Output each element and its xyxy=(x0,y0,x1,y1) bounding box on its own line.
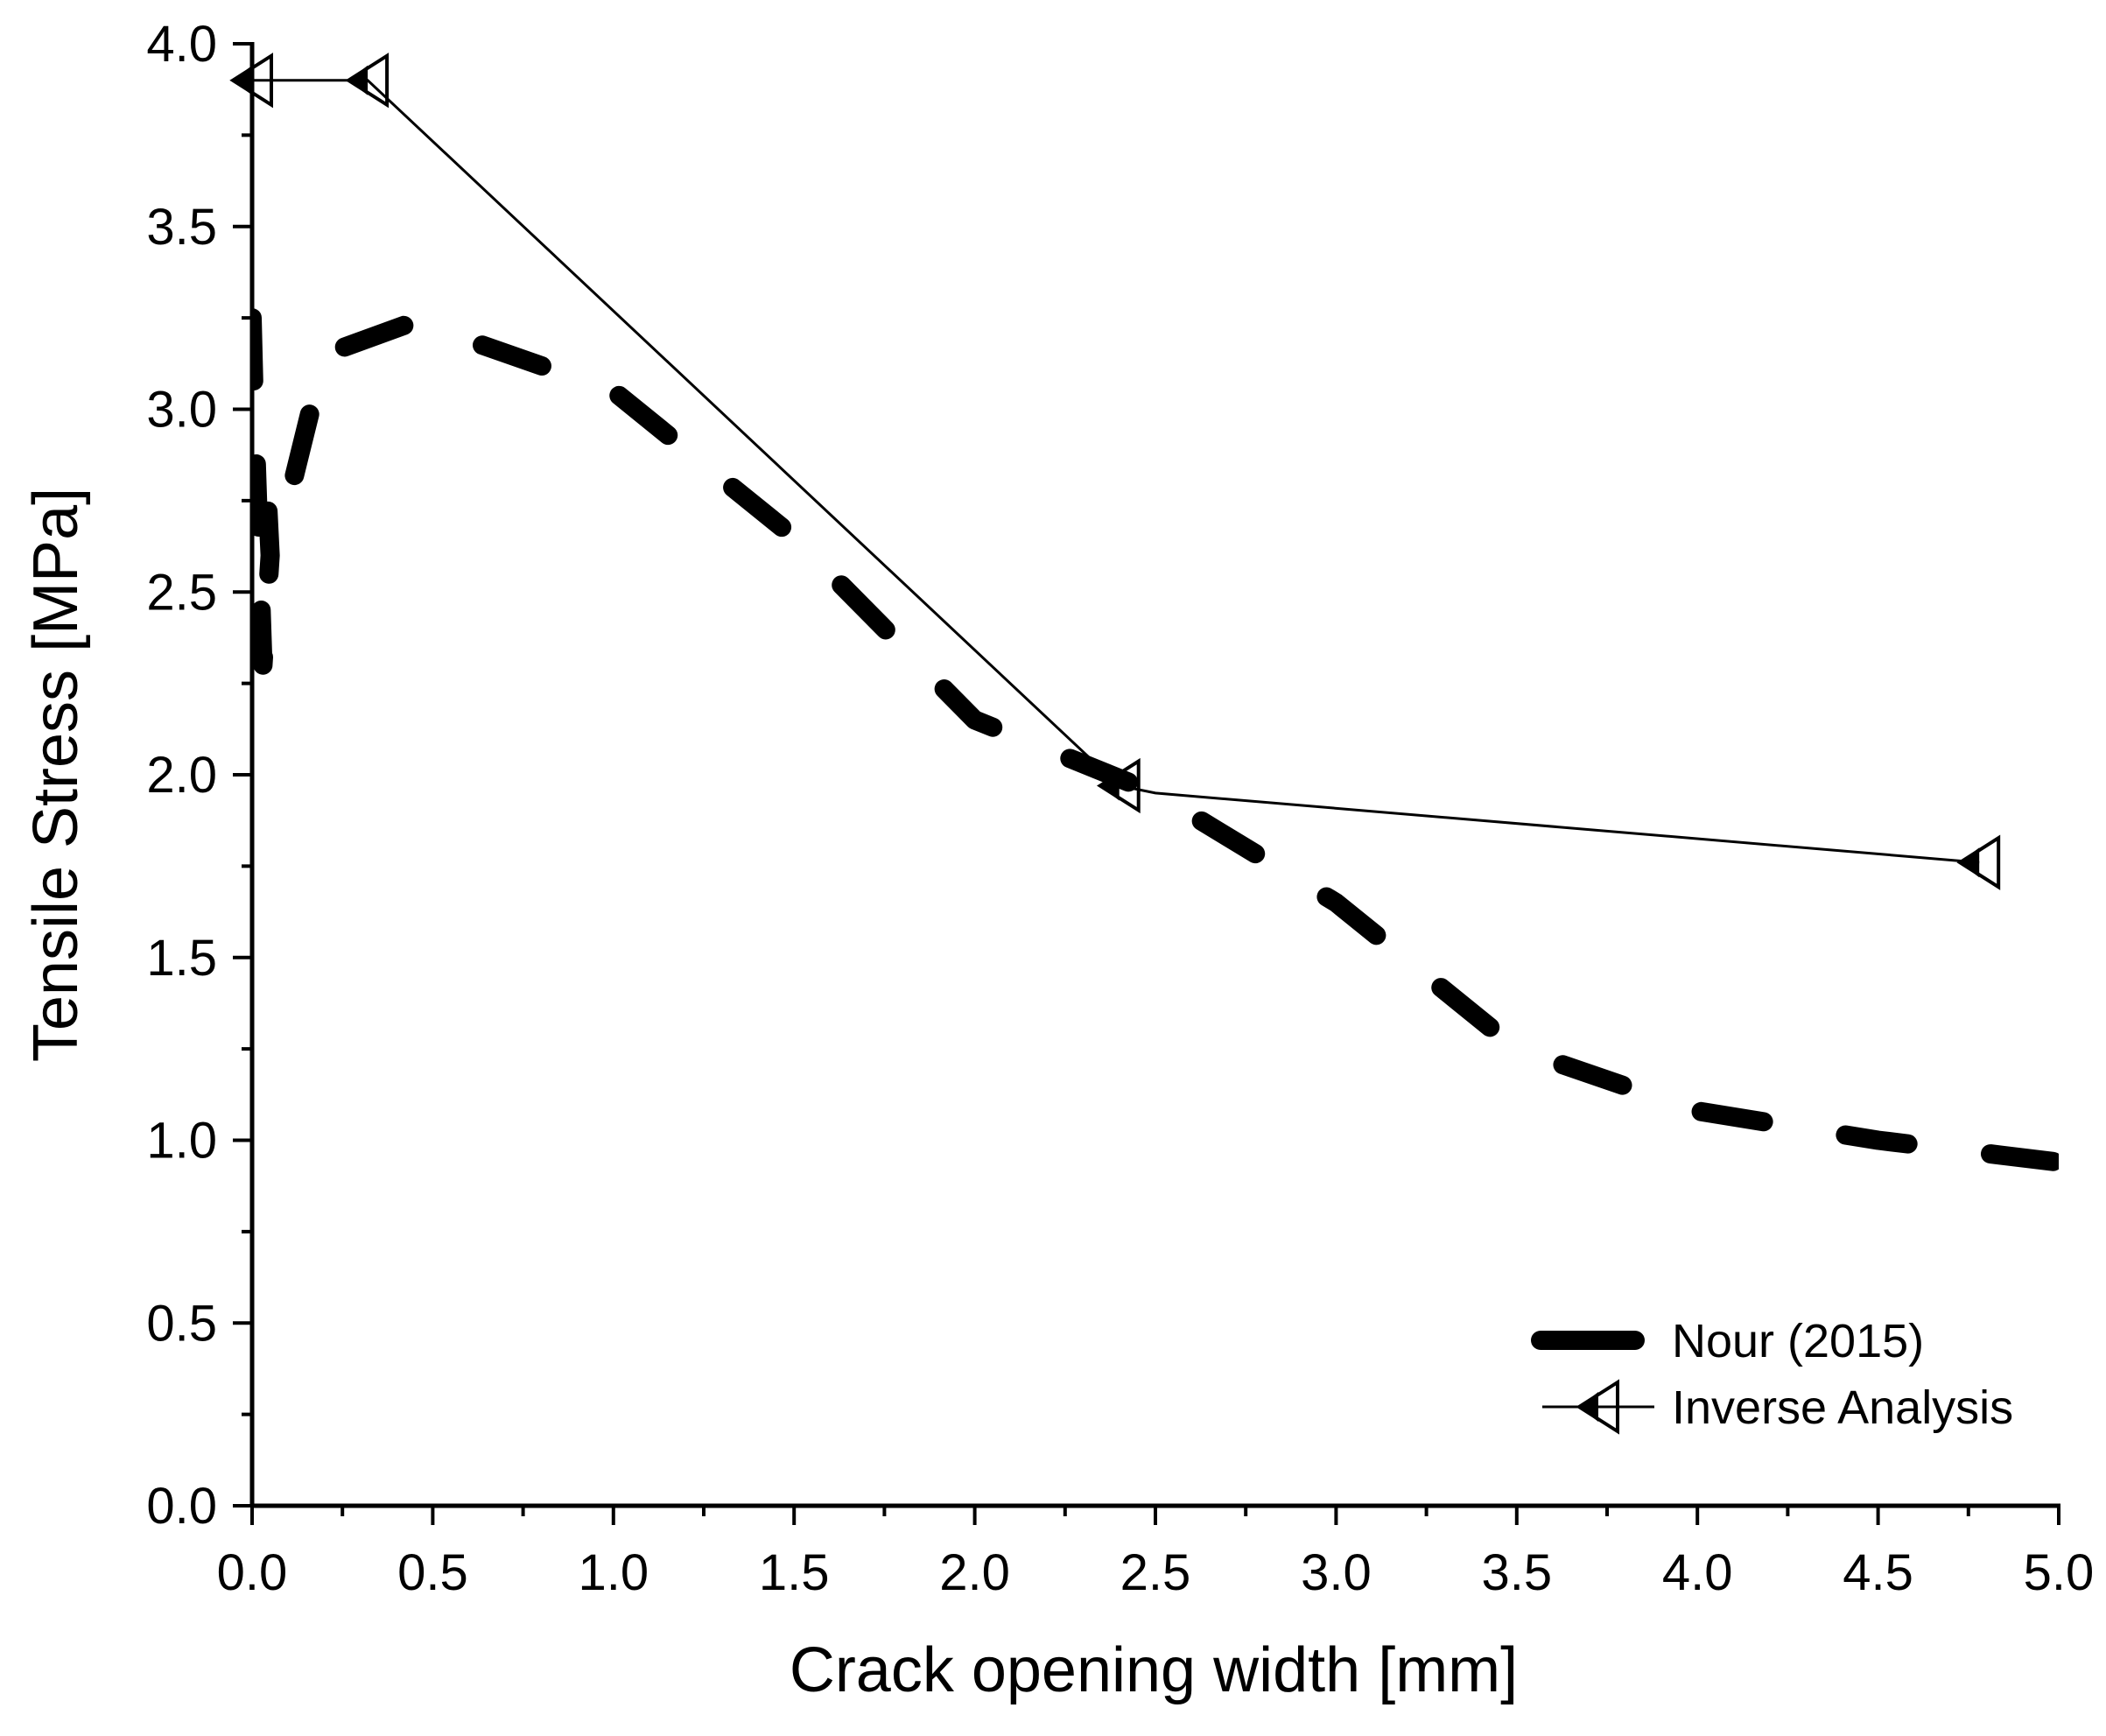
series-line-nour-2015 xyxy=(252,308,2059,1172)
marker-inverse-analysis xyxy=(229,53,273,109)
y-tick-label: 4.0 xyxy=(146,16,217,73)
x-tick-label: 1.5 xyxy=(759,1544,830,1601)
legend-marker-inverse-analysis xyxy=(1576,1379,1619,1435)
x-tick-label: 3.0 xyxy=(1301,1544,1372,1601)
y-tick-label: 0.0 xyxy=(146,1478,217,1535)
y-tick-label: 2.0 xyxy=(146,747,217,804)
x-tick-label: 2.0 xyxy=(939,1544,1010,1601)
legend: Nour (2015) Inverse Analysis xyxy=(1531,1315,2013,1435)
marker-inverse-analysis xyxy=(1096,757,1141,814)
marker-outline xyxy=(229,53,273,109)
series-line-inverse-analysis xyxy=(252,79,1980,864)
x-tick-label: 5.0 xyxy=(2024,1544,2095,1601)
y-tick-label: 2.5 xyxy=(146,564,217,621)
x-tick-label: 4.0 xyxy=(1662,1544,1733,1601)
axes xyxy=(249,42,2060,1508)
marker-outline xyxy=(345,53,390,109)
legend-marker-shape xyxy=(1576,1379,1619,1435)
marker-inverse-analysis xyxy=(345,53,390,109)
y-tick-label: 3.5 xyxy=(146,199,217,256)
x-tick-label: 0.0 xyxy=(217,1544,288,1601)
marker-outline xyxy=(1956,834,2001,890)
y-axis-ticks: 0.0 0.5 1.0 1.5 2.0 2.5 3.0 3.5 4.0 xyxy=(146,16,252,1535)
marker-inverse-analysis xyxy=(1956,834,2001,890)
y-tick-label: 0.5 xyxy=(146,1295,217,1352)
y-axis-title: Tensile Stress [MPa] xyxy=(21,488,91,1062)
series-layer xyxy=(252,79,2059,1172)
marker-outline xyxy=(1096,757,1141,814)
x-axis-title: Crack opening width [mm] xyxy=(790,1635,1518,1705)
legend-label-nour-2015: Nour (2015) xyxy=(1672,1315,1924,1367)
marker-outline xyxy=(1576,1379,1619,1435)
x-tick-label: 3.5 xyxy=(1481,1544,1552,1601)
y-tick-label: 1.5 xyxy=(146,930,217,987)
y-tick-label: 3.0 xyxy=(146,382,217,439)
x-tick-label: 0.5 xyxy=(397,1544,468,1601)
x-axis-ticks: 0.0 0.5 1.0 1.5 2.0 2.5 3.0 3.5 4.0 4.5 5.0 xyxy=(217,1506,2095,1601)
x-tick-label: 1.0 xyxy=(578,1544,649,1601)
marker-layer xyxy=(229,53,2001,890)
y-tick-label: 1.0 xyxy=(146,1113,217,1170)
x-tick-label: 4.5 xyxy=(1843,1544,1913,1601)
x-tick-label: 2.5 xyxy=(1120,1544,1191,1601)
legend-label-inverse-analysis: Inverse Analysis xyxy=(1672,1381,2013,1434)
